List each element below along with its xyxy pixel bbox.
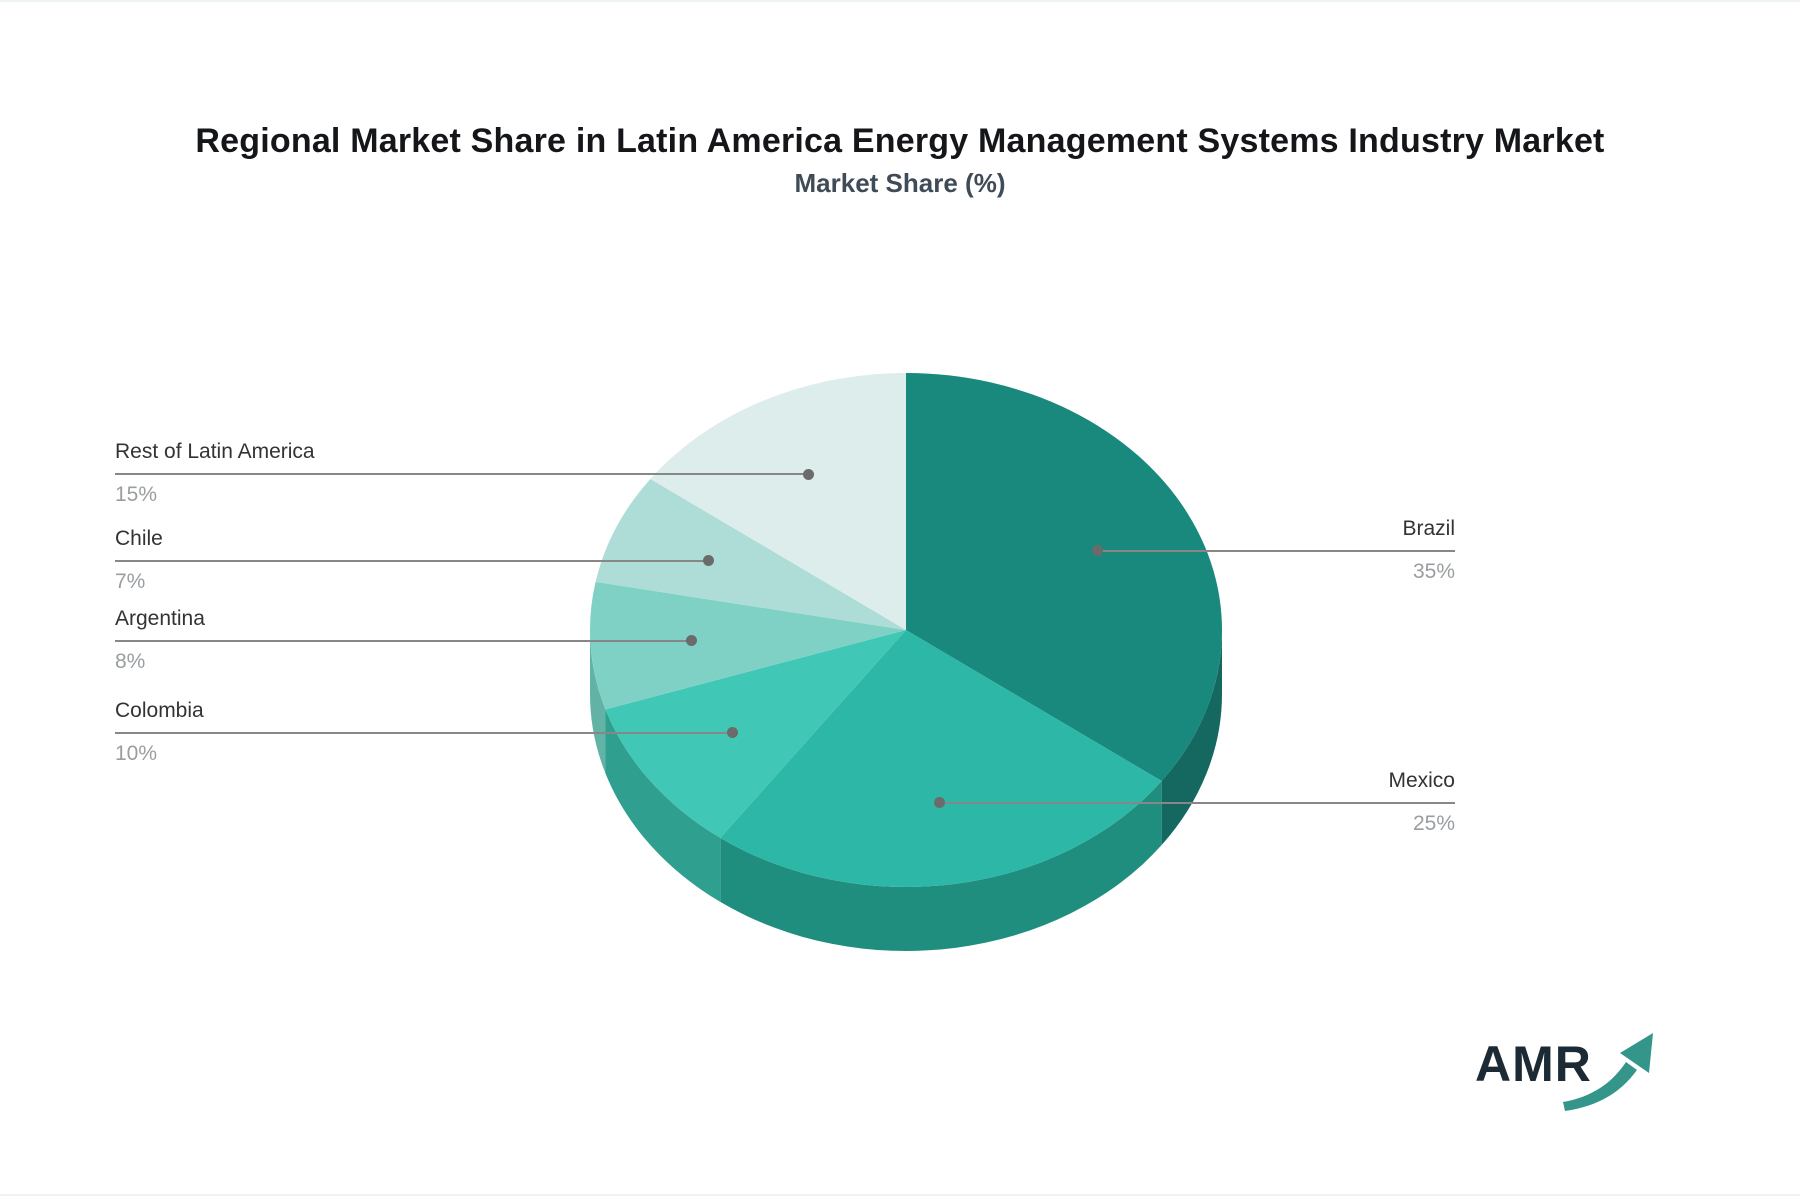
slice-label-chile: Chile [115,526,163,550]
connector-line-argentina [115,639,692,642]
pie-slice-side-argentina [590,630,606,774]
slice-value-chile: 7% [115,569,146,593]
connector-dot-colombia [726,727,738,739]
connector-line-colombia [115,731,733,734]
connector-dot-brazil [1091,545,1103,557]
slice-value-argentina: 8% [115,649,146,673]
pie-slice-chile[interactable] [595,478,906,630]
connector-line-mexico [939,801,1455,804]
pie-slice-argentina[interactable] [590,581,906,710]
brand-logo: AMR [1465,1025,1685,1135]
connector-dot-argentina [686,635,698,647]
pie-slice-side-brazil [1161,630,1222,846]
bottom-border-line [0,1194,1800,1196]
pie-slice-colombia[interactable] [605,630,906,838]
slice-label-colombia: Colombia [115,698,204,722]
slice-value-rest-of-latin-america: 15% [115,483,158,507]
connector-dot-rest-of-latin-america [802,468,814,480]
connector-dot-chile [703,555,715,567]
connector-dot-mexico [934,797,946,809]
pie-slice-rest-of-latin-america[interactable] [650,373,906,630]
brand-logo-text: AMR [1475,1036,1592,1092]
slice-value-brazil: 35% [1412,559,1455,583]
connector-line-chile [115,559,709,562]
pie-slice-side-colombia [605,709,721,902]
slice-label-rest-of-latin-america: Rest of Latin America [115,440,315,464]
slice-label-brazil: Brazil [1402,516,1455,540]
top-border-line [0,0,1800,2]
slice-label-argentina: Argentina [115,606,205,630]
pie-slice-side-mexico [720,781,1162,951]
page-subtitle: Market Share (%) [794,168,1006,198]
connector-line-rest-of-latin-america [115,473,809,476]
page-title: Regional Market Share in Latin America E… [195,122,1605,160]
connector-line-brazil [1097,549,1455,552]
slice-label-mexico: Mexico [1388,768,1455,792]
pie-slice-mexico[interactable] [720,630,1162,888]
slice-value-mexico: 25% [1412,811,1455,835]
pie-slice-brazil[interactable] [906,373,1222,782]
slice-value-colombia: 10% [115,741,158,765]
growth-arrow-icon [1563,1033,1653,1111]
